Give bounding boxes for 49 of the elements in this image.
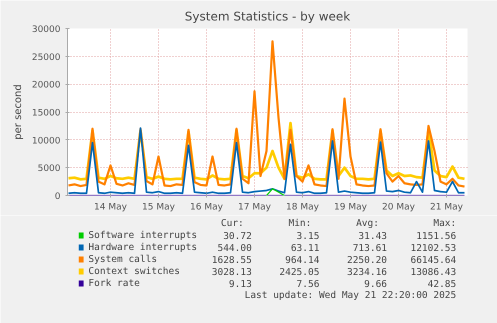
y-tick-label: 25000 <box>32 52 61 63</box>
text: 3234.16 <box>346 267 388 278</box>
text: 13086.43 <box>410 267 456 278</box>
legend-label: Context switches <box>88 266 180 277</box>
text: 66145.64 <box>410 255 457 266</box>
x-tick-label: 21 May <box>430 202 464 212</box>
text: 12102.53 <box>410 243 456 254</box>
text: Cur: <box>220 218 244 229</box>
text: 713.61 <box>352 243 388 254</box>
legend-label: System calls <box>88 254 158 265</box>
text: 42.85 <box>428 279 456 290</box>
legend-label: Hardware interrupts <box>88 242 198 253</box>
chart-title: System Statistics - by week <box>184 10 350 24</box>
x-tick-label: 17 May <box>238 202 272 212</box>
x-tick-label: 20 May <box>382 202 416 212</box>
text: 3.15 <box>296 231 320 242</box>
text: Last update: Wed May 21 22:20:00 2025 <box>244 290 456 301</box>
y-tick-label: 20000 <box>32 80 61 91</box>
x-tick-label: 16 May <box>190 202 224 212</box>
y-tick-label: 10000 <box>32 136 61 146</box>
legend-label: Software interrupts <box>88 230 198 241</box>
text: 63.11 <box>290 243 320 254</box>
text: Max: <box>433 218 456 229</box>
text: 2425.05 <box>279 267 320 278</box>
y-tick-label: 15000 <box>32 108 61 118</box>
text: 7.56 <box>296 279 320 290</box>
y-tick-label: 0 <box>54 192 61 202</box>
text: 9.66 <box>364 279 388 290</box>
text: Min: <box>288 218 312 229</box>
x-tick-label: 19 May <box>334 202 368 212</box>
text: 1628.55 <box>212 255 252 266</box>
y-tick-label: 30000 <box>32 25 61 35</box>
x-tick-label: 14 May <box>94 202 128 212</box>
y-tick-label: 5000 <box>38 164 61 174</box>
text: 964.14 <box>285 255 320 266</box>
line-series <box>68 127 466 194</box>
text: 30.72 <box>223 231 252 242</box>
text: 2250.20 <box>346 255 388 266</box>
text: 544.00 <box>217 243 252 254</box>
x-tick-label: 15 May <box>142 202 176 212</box>
text: 9.13 <box>228 279 252 290</box>
line-series <box>68 40 466 188</box>
text: 31.43 <box>358 231 388 242</box>
x-tick-label: 18 May <box>286 202 320 212</box>
y-axis-title: per second <box>12 84 24 140</box>
text: 3028.13 <box>212 267 252 278</box>
text: Avg: <box>356 218 379 229</box>
text: 1151.56 <box>416 231 457 242</box>
legend-label: Fork rate <box>88 278 140 289</box>
